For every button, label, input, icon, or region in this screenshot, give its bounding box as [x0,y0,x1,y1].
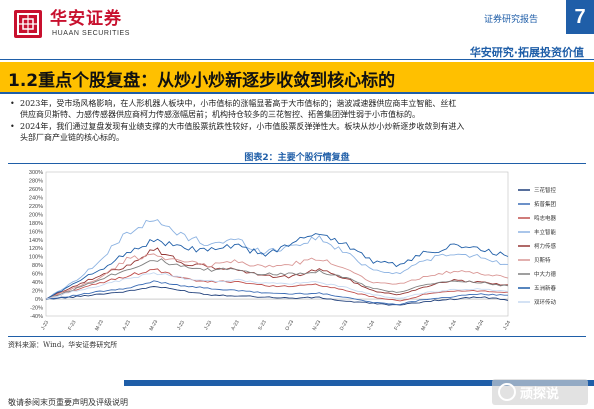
watermark: 顽探说 [492,379,588,405]
figure-title: 图表2：主要个股行情复盘 [244,153,350,163]
x-tick-label: J-24 [502,320,512,332]
watermark-text: 顽探说 [520,387,560,402]
bullet-line: 供应商贝斯特、力感传感器供应商柯力传感涨幅居前；机构持仓较多的三花智控、拓普集团… [20,110,420,119]
series-line [45,253,509,300]
x-tick-label: O-23 [284,319,295,332]
series-line [45,247,508,300]
bullet-item: • 2024年，我们通过复盘发现有业绩支撑的大市值股票抗跌性较好，小市值股票反弹… [8,121,586,143]
y-tick-label: 260% [29,187,43,193]
figure-bottom-rule [8,336,586,337]
y-tick-label: 140% [29,238,43,244]
x-tick-label: F-24 [393,319,403,331]
report-header: 华安证券 HUAAN SECURITIES 证券研究报告 7 [0,0,594,42]
y-tick-label: 280% [29,178,43,184]
series-line [45,268,509,302]
x-tick-label: A-24 [448,319,459,331]
x-tick-label: J-23 [176,320,186,332]
y-tick-label: -20% [30,306,43,312]
bullet-item: • 2023年，受市场风格影响，在人形机器人板块中，小市值标的涨幅显著高于大市值… [8,98,586,120]
y-tick-label: 40% [32,280,43,286]
y-tick-label: 160% [29,229,43,235]
legend-label: 柯力传感 [534,242,557,250]
series-line [46,286,509,306]
x-tick-label: A-23 [121,319,132,331]
section-title: 1.2重点个股复盘：从炒小炒新逐步收敛到核心标的 [8,71,396,91]
y-tick-label: 0% [35,297,43,303]
x-tick-label: A-23 [230,319,241,331]
bullet-line: 2024年，我们通过复盘发现有业绩支撑的大市值股票抗跌性较好，小市值股票反弹弹性… [20,122,465,131]
legend-label: 中大力德 [534,270,557,278]
plot-frame [45,171,509,317]
y-tick-label: -40% [30,314,43,320]
watermark-logo-icon [498,383,516,401]
y-tick-label: 240% [29,195,43,201]
brand-name-en: HUAAN SECURITIES [52,30,131,37]
bullet-line: 头部厂商产业链的核心标的。 [20,133,124,142]
x-tick-label: D-23 [339,319,350,332]
legend-label: 三花智控 [534,186,557,194]
x-tick-label: J-24 [366,320,376,332]
y-tick-label: 80% [32,263,43,269]
section-divider [0,92,594,94]
bullet-line: 2023年，受市场风格影响，在人形机器人板块中，小市值标的涨幅显著高于大市值标的… [20,99,457,108]
huaan-logo-icon [14,10,42,38]
legend-label: 五洲新春 [534,284,557,292]
footer-bar [124,380,594,386]
brand-name-cn: 华安证券 [50,9,122,29]
figure-source: 资料来源：Wind，华安证券研究所 [8,341,118,349]
slogan: 华安研究·拓展投资价值 [469,46,584,59]
y-tick-label: 120% [29,246,43,252]
section-title-bar: 1.2重点个股复盘：从炒小炒新逐步收敛到核心标的 [0,62,594,92]
x-tick-label: F-23 [67,319,77,331]
y-tick-label: 200% [29,212,43,218]
y-tick-label: 100% [29,255,43,261]
header-divider [0,59,594,60]
x-tick-label: J-23 [203,320,213,332]
x-tick-label: M-23 [94,319,105,332]
series-line [45,258,509,300]
series-line [45,272,509,300]
report-type-label: 证券研究报告 [484,15,539,25]
bullet-list: • 2023年，受市场风格影响，在人形机器人板块中，小市值标的涨幅显著高于大市值… [8,98,586,143]
page-number: 7 [566,0,594,34]
x-tick-label: M-24 [420,319,431,332]
y-tick-label: 60% [32,272,43,278]
footer-disclaimer: 敬请参阅末页重要声明及评级说明 [8,398,128,407]
x-tick-label: S-23 [257,319,268,331]
series-line [45,280,508,306]
series-line [45,233,509,300]
figure-top-rule [8,163,586,164]
legend-label: 双环传动 [534,298,557,306]
legend-label: 鸣志电器 [534,214,557,222]
stock-performance-chart: -40% -20% 0% 20% 40% 60% 80% 100% 120% 140% 160% 18… [29,170,557,332]
y-tick-label: 300% [29,170,43,176]
y-tick-label: 20% [32,289,43,295]
y-tick-label: 220% [29,204,43,210]
legend-label: 丰立智能 [534,228,557,236]
bullet-dot-icon: • [10,99,15,108]
x-tick-label: N-23 [312,319,323,332]
series-line [45,219,509,300]
legend-label: 贝斯特 [534,256,551,264]
x-tick-label: M-24 [475,319,486,332]
bullet-dot-icon: • [10,122,15,131]
x-tick-label: M-23 [148,319,159,332]
y-tick-label: 180% [29,221,43,227]
x-tick-label: J-23 [40,320,50,332]
legend-label: 拓普集团 [534,200,557,208]
